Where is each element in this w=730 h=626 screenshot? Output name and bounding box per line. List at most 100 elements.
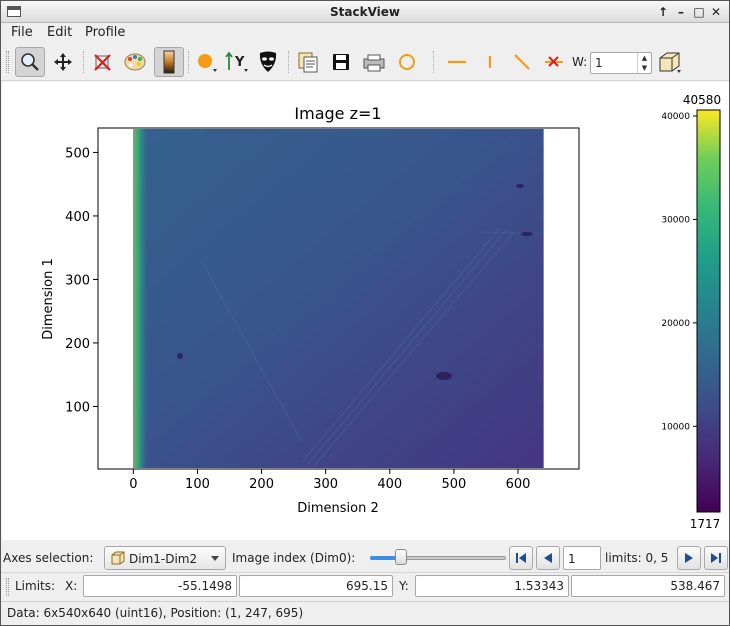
colorbar-max-label: 40580: [683, 93, 721, 107]
title-bar: StackView ↑ – □ ✕: [1, 1, 729, 23]
cube-icon: [659, 52, 681, 73]
reset-zoom-button[interactable]: [88, 47, 118, 77]
width-label: W:: [572, 55, 588, 69]
y-axis-label: Dimension 1: [41, 258, 56, 340]
limits-label: Limits:: [15, 579, 56, 593]
heatmap-dark-spots: [177, 184, 533, 380]
zoom-button[interactable]: [15, 47, 45, 77]
y-tick-label: 400: [65, 210, 90, 225]
plot-canvas[interactable]: Image z=1: [2, 82, 729, 540]
marker-button[interactable]: [192, 47, 222, 77]
limits-text: limits: 0, 5: [605, 551, 669, 565]
toolbar: Y W: 1 ▲ ▼: [1, 43, 729, 81]
axes-selection-value: Dim1-Dim2: [129, 552, 198, 566]
spin-arrows-icon[interactable]: ▲ ▼: [637, 53, 651, 73]
chevron-down-icon: [211, 556, 219, 561]
y-tick-label: 500: [65, 146, 90, 161]
save-button[interactable]: [326, 47, 356, 77]
mask-icon: [259, 51, 277, 72]
keep-above-icon[interactable]: ↑: [657, 5, 669, 19]
y-limits-label: Y:: [399, 579, 409, 593]
y-min-field[interactable]: 1.53343: [415, 575, 569, 597]
svg-text:Y: Y: [234, 55, 245, 70]
y-tick-label: 200: [65, 337, 90, 352]
vline-profile-button[interactable]: [475, 47, 505, 77]
x-max-field[interactable]: 695.15: [239, 575, 393, 597]
x-axis-label: Dimension 2: [297, 501, 379, 516]
status-message: Data: 6x540x640 (uint16), Position: (1, …: [7, 606, 304, 620]
y-tick-label: 300: [65, 273, 90, 288]
close-window-icon[interactable]: ✕: [710, 5, 722, 19]
diagonal-profile-icon: [514, 54, 530, 70]
colorbar-tick-label: 20000: [661, 319, 690, 329]
menu-bar: File Edit Profile: [1, 23, 729, 43]
toolbar-grip[interactable]: [6, 51, 9, 73]
clear-profile-button[interactable]: [539, 47, 569, 77]
menu-file[interactable]: File: [11, 25, 33, 40]
colorbar-icon: [163, 50, 175, 74]
plot-area[interactable]: Image z=1: [2, 82, 729, 540]
width-spinbox[interactable]: 1 ▲ ▼: [590, 52, 652, 74]
print-icon: [363, 54, 385, 72]
status-bar: Data: 6x540x640 (uint16), Position: (1, …: [1, 601, 729, 625]
triangle-right-icon: [685, 553, 693, 563]
save-icon: [333, 54, 349, 70]
x-tick-label: 100: [185, 477, 210, 492]
colorbar-tick-label: 40000: [661, 112, 690, 122]
window-title: StackView: [330, 5, 400, 19]
limits-grip[interactable]: [6, 578, 9, 596]
x-tick-label: 200: [249, 477, 274, 492]
axes-selection-label: Axes selection:: [3, 551, 94, 565]
image-index-input[interactable]: 1: [563, 546, 601, 570]
app-window-icon: [7, 6, 21, 17]
y-max-field[interactable]: 538.467: [571, 575, 725, 597]
copy-icon: [298, 52, 318, 73]
heatmap-base: [133, 129, 544, 468]
width-value: 1: [595, 56, 603, 70]
diagonal-profile-button[interactable]: [507, 47, 537, 77]
y-tick-label: 100: [65, 400, 90, 415]
last-image-button[interactable]: [704, 546, 728, 570]
colorbar-ticks: 10000 20000 30000 40000: [661, 112, 697, 432]
y-axis-ticks: 100 200 300 400 500: [65, 146, 98, 415]
image-index-slider-fill: [370, 556, 399, 560]
next-image-button[interactable]: [677, 546, 701, 570]
reset-zoom-icon: [94, 54, 111, 71]
marker-icon: [198, 54, 217, 72]
hline-profile-button[interactable]: [442, 47, 472, 77]
colormap-icon: [124, 53, 146, 71]
axes-selection-row: Axes selection: Dim1-Dim2 Image index (D…: [1, 543, 729, 571]
x-min-value: -55.1498: [178, 579, 232, 593]
pan-icon: [54, 53, 72, 71]
plot-title: Image z=1: [294, 104, 381, 123]
mask-button[interactable]: [253, 47, 283, 77]
colorbar-tick-label: 10000: [661, 422, 690, 432]
x-tick-label: 300: [313, 477, 338, 492]
y-axis-button[interactable]: Y: [223, 47, 253, 77]
colorbar-button[interactable]: [154, 47, 184, 77]
colorbar[interactable]: [696, 109, 721, 513]
previous-image-button[interactable]: [536, 546, 560, 570]
heatmap-bright-edge: [134, 129, 148, 468]
x-tick-label: 500: [441, 477, 466, 492]
circle-roi-button[interactable]: [392, 47, 422, 77]
y-min-value: 1.53343: [514, 579, 564, 593]
axes-selection-combo[interactable]: Dim1-Dim2: [104, 546, 226, 570]
maximize-icon[interactable]: □: [693, 5, 705, 19]
x-tick-label: 400: [377, 477, 402, 492]
pan-button[interactable]: [48, 47, 78, 77]
cube-button[interactable]: [655, 47, 685, 77]
image-index-slider-handle[interactable]: [394, 549, 407, 565]
copy-button[interactable]: [293, 47, 323, 77]
menu-edit[interactable]: Edit: [47, 25, 73, 40]
print-button[interactable]: [359, 47, 389, 77]
colormap-button[interactable]: [120, 47, 150, 77]
first-image-button[interactable]: [509, 546, 533, 570]
image-heatmap[interactable]: [133, 129, 544, 468]
menu-profile[interactable]: Profile: [85, 25, 126, 40]
clear-profile-icon: [545, 56, 563, 67]
x-min-field[interactable]: -55.1498: [83, 575, 237, 597]
x-tick-label: 600: [506, 477, 531, 492]
minimize-icon[interactable]: –: [678, 5, 684, 19]
